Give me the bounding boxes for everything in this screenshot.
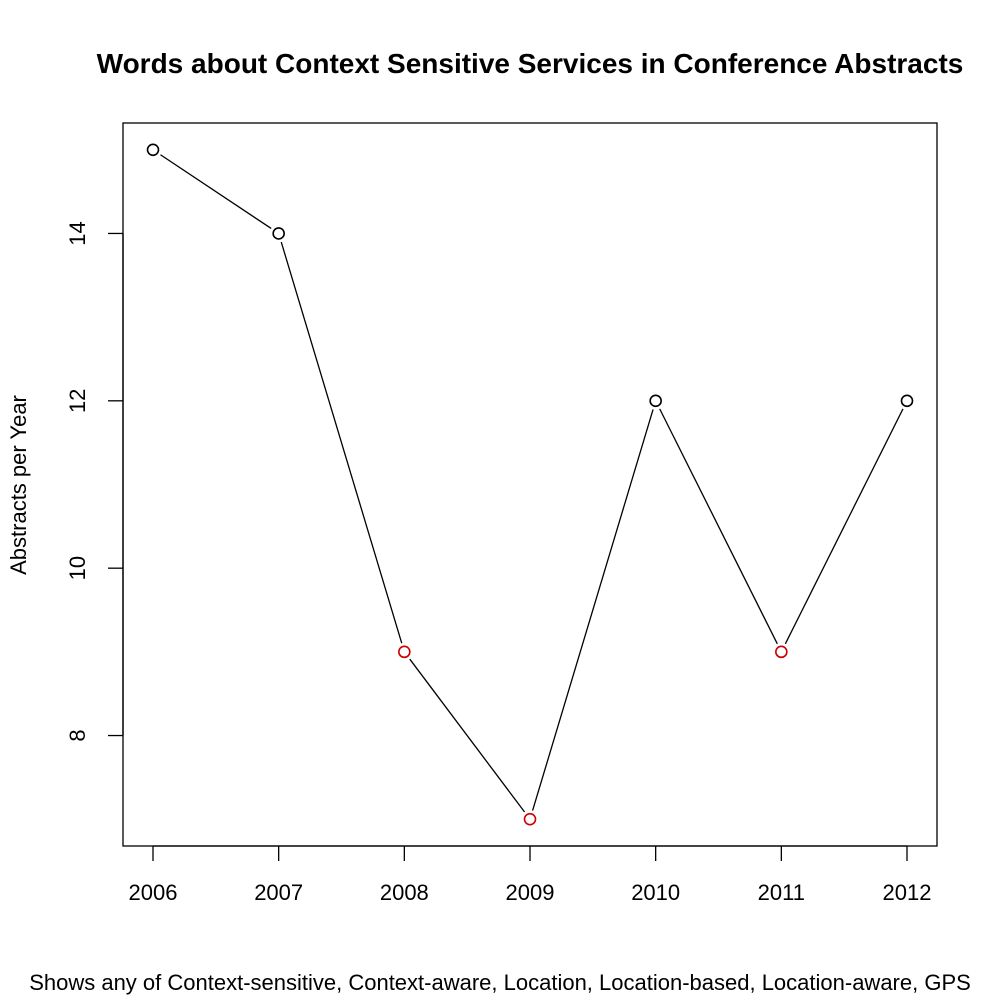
x-tick-label: 2012: [883, 880, 932, 905]
data-point: [272, 227, 285, 240]
x-tick-label: 2007: [254, 880, 303, 905]
y-axis-label: Abstracts per Year: [6, 395, 31, 575]
series-line: [160, 154, 904, 813]
data-points: [146, 143, 914, 826]
x-tick-label: 2006: [129, 880, 178, 905]
plot-frame: [122, 122, 938, 847]
y-tick-label: 12: [65, 389, 90, 413]
x-tick-label: 2011: [758, 880, 805, 905]
y-tick-label: 14: [65, 221, 90, 245]
x-axis: 2006 2007 2008 2009 2010 2011 2012: [129, 845, 932, 905]
chart-title: Words about Context Sensitive Services i…: [97, 48, 964, 79]
chart-caption: Shows any of Context-sensitive, Context-…: [29, 970, 971, 995]
data-point: [523, 812, 537, 826]
y-axis: 8 10 12 14: [65, 221, 124, 742]
data-point: [398, 645, 411, 659]
data-point: [775, 645, 788, 659]
y-tick-label: 10: [65, 556, 90, 580]
x-tick-label: 2008: [380, 880, 429, 905]
data-point: [900, 394, 914, 408]
series-segment: [409, 658, 526, 813]
x-tick-label: 2010: [631, 880, 680, 905]
series-segment: [160, 154, 272, 230]
series-segment: [280, 241, 403, 644]
x-tick-label: 2009: [506, 880, 555, 905]
data-point: [649, 394, 662, 408]
data-point: [146, 143, 160, 157]
series-segment: [531, 409, 654, 811]
series-segment: [784, 408, 904, 645]
y-tick-label: 8: [65, 729, 90, 741]
series-segment: [659, 408, 778, 645]
